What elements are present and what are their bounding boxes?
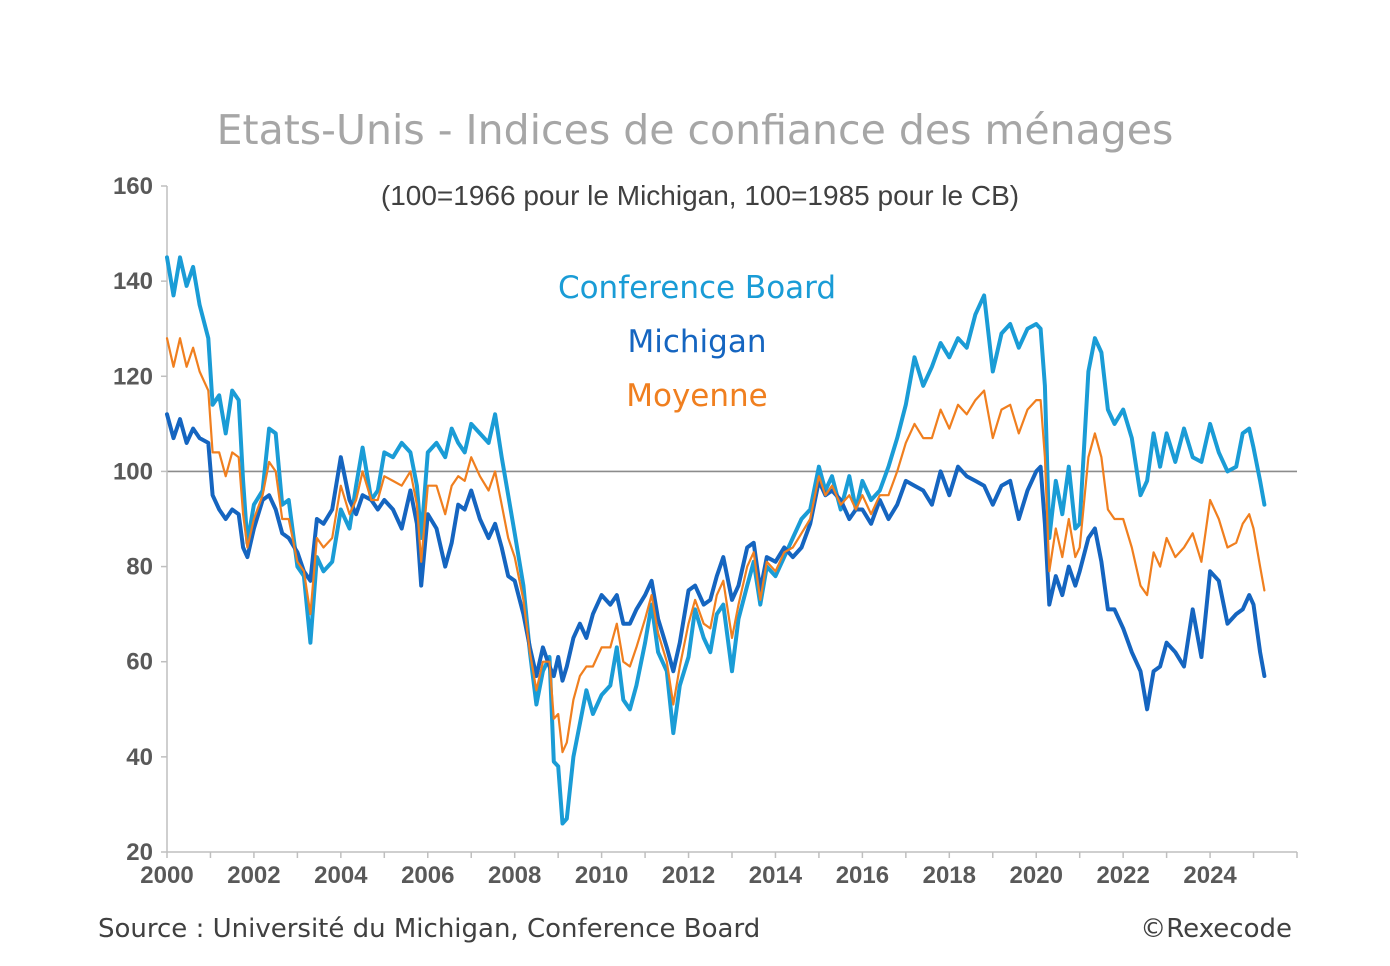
y-tick-label: 40 bbox=[126, 744, 153, 771]
y-tick-label: 160 bbox=[113, 173, 153, 200]
legend-conference-board: Conference Board bbox=[558, 270, 836, 306]
series-line-moyenne bbox=[165, 337, 1266, 754]
series-line-conference-board bbox=[165, 255, 1267, 826]
x-tick-label: 2002 bbox=[227, 862, 280, 889]
source-note: Source : Université du Michigan, Confere… bbox=[98, 914, 760, 944]
y-tick-label: 140 bbox=[113, 268, 153, 295]
x-axis-ticks: 2000 2002 2004 2006 2008 2010 2012 2014 2016 2018… bbox=[140, 852, 1298, 889]
x-tick-label: 2020 bbox=[1010, 862, 1063, 889]
series-line-michigan bbox=[165, 412, 1267, 712]
series-layer bbox=[165, 255, 1267, 826]
x-tick-label: 2014 bbox=[749, 862, 803, 889]
chart-title: Etats-Unis - Indices de confiance des mé… bbox=[217, 106, 1174, 154]
y-tick-label: 80 bbox=[126, 554, 153, 581]
x-tick-label: 2006 bbox=[401, 862, 454, 889]
x-tick-label: 2000 bbox=[140, 862, 193, 889]
y-tick-label: 20 bbox=[126, 839, 153, 866]
x-tick-label: 2018 bbox=[923, 862, 976, 889]
x-tick-label: 2004 bbox=[314, 862, 368, 889]
chart-subtitle: (100=1966 pour le Michigan, 100=1985 pou… bbox=[381, 180, 1019, 211]
y-tick-label: 120 bbox=[113, 363, 153, 390]
legend-michigan: Michigan bbox=[628, 324, 767, 360]
legend-moyenne: Moyenne bbox=[626, 378, 768, 414]
x-tick-label: 2012 bbox=[662, 862, 715, 889]
y-tick-label: 60 bbox=[126, 649, 153, 676]
x-tick-label: 2008 bbox=[488, 862, 541, 889]
y-tick-label: 100 bbox=[113, 458, 153, 485]
x-tick-label: 2022 bbox=[1096, 862, 1149, 889]
x-tick-label: 2024 bbox=[1183, 862, 1237, 889]
copyright: ©Rexecode bbox=[1140, 914, 1292, 944]
y-axis-ticks: 20 40 60 80 100 120 140 160 bbox=[113, 173, 167, 866]
x-tick-label: 2010 bbox=[575, 862, 628, 889]
x-tick-label: 2016 bbox=[836, 862, 889, 889]
